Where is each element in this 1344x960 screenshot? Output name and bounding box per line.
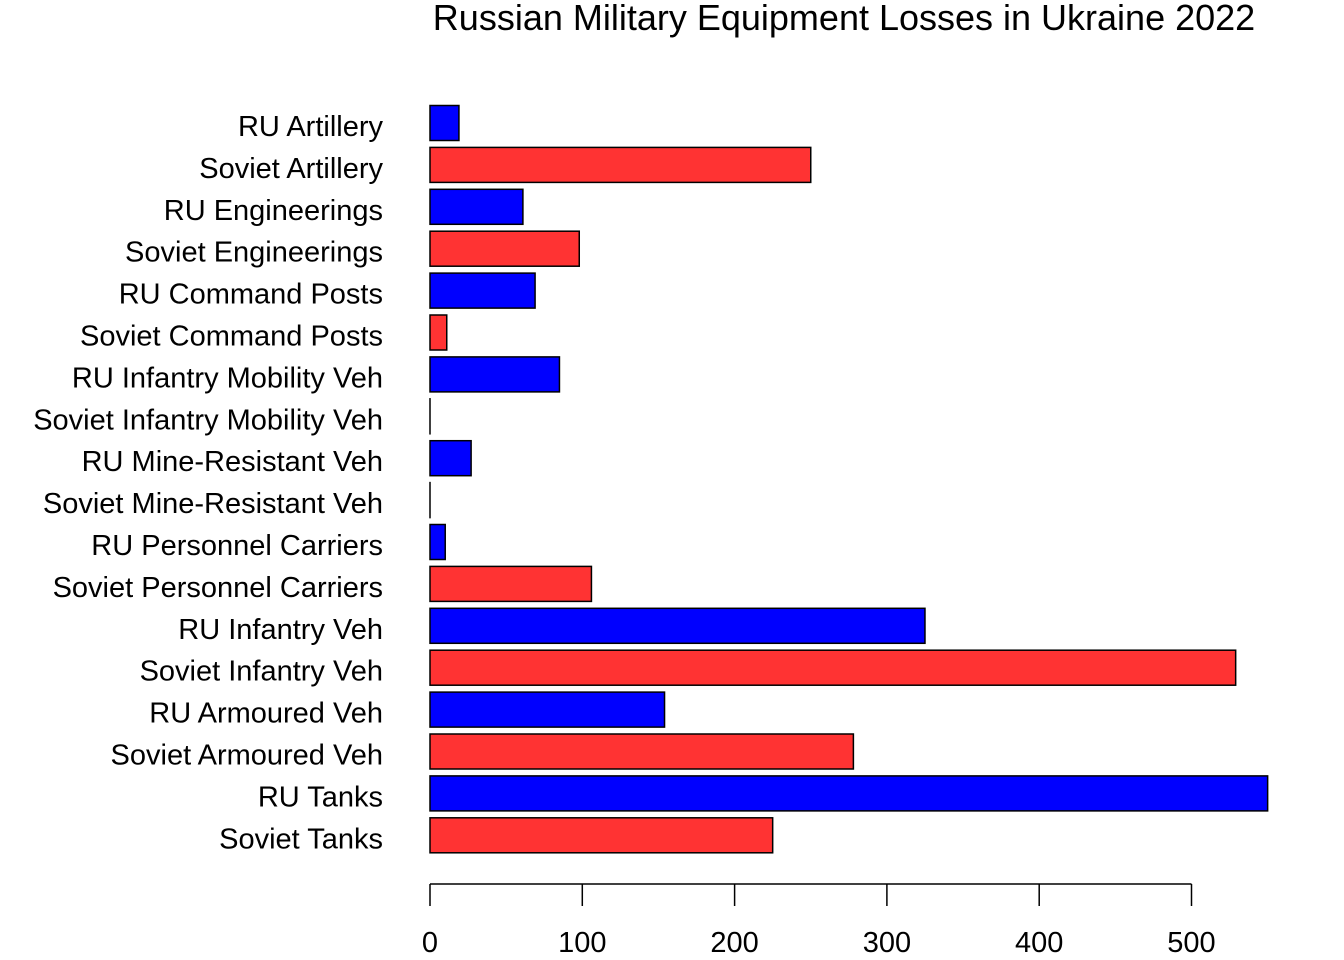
category-label-soviet-tanks: Soviet Tanks [219,823,383,855]
bar-soviet-artillery [429,146,812,184]
category-label-soviet-personnel-carriers: Soviet Personnel Carriers [53,572,383,604]
x-tick-label-100: 100 [558,927,606,959]
bar-ru-engineerings [429,188,524,226]
bar-soviet-command-posts [429,314,448,351]
bar-soviet-engineerings [429,230,581,267]
category-label-soviet-infantry-veh: Soviet Infantry Veh [140,656,383,688]
category-label-ru-armoured-veh: RU Armoured Veh [149,698,383,730]
x-tick-label-400: 400 [1015,927,1063,959]
bar-soviet-personnel-carriers [429,565,593,603]
bars [429,104,1269,854]
category-labels: RU Artillery Soviet Artillery RU Engineeri… [33,111,383,855]
bar-soviet-armoured-veh [429,733,855,770]
bar-ru-mine-resistant-veh [429,439,472,477]
category-label-ru-personnel-carriers: RU Personnel Carriers [91,530,383,562]
category-label-soviet-infantry-mobility-veh: Soviet Infantry Mobility Veh [33,404,383,436]
category-label-ru-tanks: RU Tanks [258,781,383,813]
chart-title: Russian Military Equipment Losses in Ukr… [433,0,1255,38]
x-tick-label-300: 300 [863,927,911,959]
bar-ru-armoured-veh [429,691,666,728]
x-tick-label-0: 0 [422,927,438,959]
bar-ru-infantry-veh [429,607,926,645]
category-label-soviet-command-posts: Soviet Command Posts [80,321,383,353]
category-label-soviet-artillery: Soviet Artillery [199,153,383,185]
bar-ru-command-posts [429,272,536,309]
bar-ru-personnel-carriers [429,523,446,561]
bar-soviet-tanks [429,817,774,854]
category-label-soviet-mine-resistant-veh: Soviet Mine-Resistant Veh [43,488,383,520]
bar-ru-tanks [429,775,1269,812]
x-tick-label-500: 500 [1167,927,1215,959]
category-label-ru-infantry-veh: RU Infantry Veh [178,614,383,646]
category-label-ru-mine-resistant-veh: RU Mine-Resistant Veh [82,446,383,478]
category-label-ru-infantry-mobility-veh: RU Infantry Mobility Veh [72,362,383,394]
category-label-soviet-engineerings: Soviet Engineerings [125,237,383,269]
x-tick-label-200: 200 [710,927,758,959]
x-axis: 0 100 200 300 400 500 [422,883,1216,959]
category-label-ru-artillery: RU Artillery [238,111,384,143]
category-label-ru-command-posts: RU Command Posts [119,279,383,311]
bar-ru-infantry-mobility-veh [429,356,561,393]
bar-soviet-infantry-veh [429,649,1237,686]
category-label-ru-engineerings: RU Engineerings [164,195,383,227]
bar-ru-artillery [429,104,460,142]
category-label-soviet-armoured-veh: Soviet Armoured Veh [111,740,383,772]
